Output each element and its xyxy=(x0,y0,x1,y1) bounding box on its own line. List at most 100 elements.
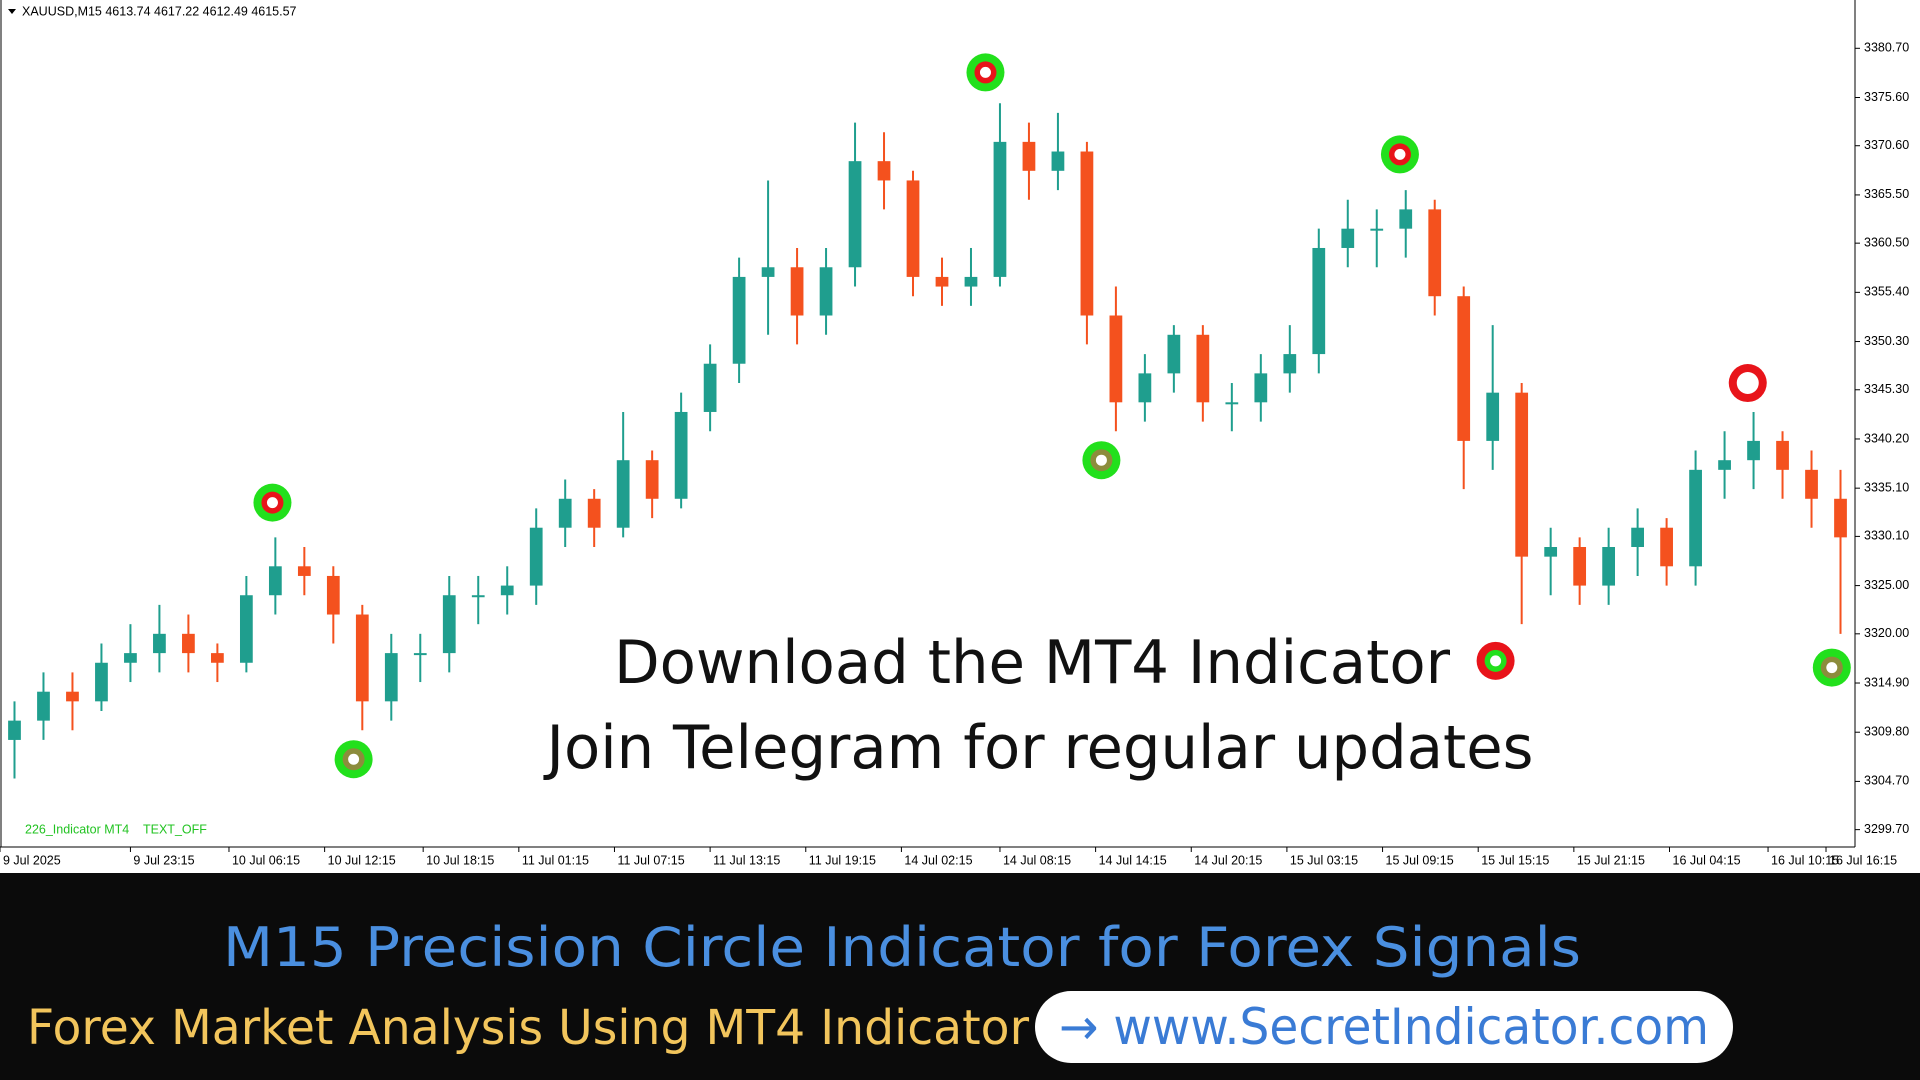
candle-body xyxy=(442,595,456,654)
candle-body xyxy=(1196,334,1210,403)
x-tick-label: 11 Jul 13:15 xyxy=(713,853,780,867)
candle-body xyxy=(703,363,717,412)
signal-center xyxy=(1490,655,1502,667)
candle-body xyxy=(616,460,630,528)
candle-body xyxy=(1660,527,1673,567)
x-tick-label: 15 Jul 09:15 xyxy=(1386,853,1454,867)
candle-body xyxy=(500,585,514,596)
y-tick-label: 3314.90 xyxy=(1864,675,1909,689)
candle-body xyxy=(1428,209,1442,297)
x-tick-label: 16 Jul 04:15 xyxy=(1673,853,1741,867)
y-tick-label: 3355.40 xyxy=(1864,285,1909,299)
candle-body xyxy=(1254,373,1268,403)
menu-triangle xyxy=(8,9,16,14)
banner-title: M15 Precision Circle Indicator for Forex… xyxy=(223,916,1581,979)
candle-body xyxy=(124,653,137,663)
candle-body xyxy=(1109,315,1123,403)
link-text[interactable]: → www.SecretIndicator.com xyxy=(1059,998,1709,1056)
candle-body xyxy=(529,527,543,586)
x-tick-label: 9 Jul 2025 xyxy=(3,853,61,867)
candle-body xyxy=(1167,334,1181,374)
indicator-label: 226_Indicator MT4 xyxy=(25,822,129,836)
candle-body xyxy=(268,566,282,596)
candle-body xyxy=(1718,460,1731,470)
y-tick-label: 3370.60 xyxy=(1864,138,1909,152)
y-tick-label: 3325.00 xyxy=(1864,578,1909,592)
candle-body xyxy=(413,653,427,656)
x-tick-label: 16 Jul 10:15 xyxy=(1771,853,1839,867)
candle-body xyxy=(1486,392,1500,441)
x-tick-label: 10 Jul 12:15 xyxy=(328,853,396,867)
signal-center xyxy=(979,66,991,78)
candle-body xyxy=(1689,469,1702,567)
y-tick-label: 3380.70 xyxy=(1864,41,1909,55)
x-tick-label: 15 Jul 21:15 xyxy=(1577,853,1645,867)
candle-body xyxy=(326,575,340,615)
candle-body xyxy=(182,633,195,654)
candle-body xyxy=(1312,247,1326,355)
signal-center xyxy=(1742,377,1754,389)
candle-body xyxy=(848,161,862,268)
candle-body xyxy=(355,614,369,702)
candle-body xyxy=(935,276,949,287)
y-tick-label: 3345.30 xyxy=(1864,382,1909,396)
x-tick-label: 14 Jul 02:15 xyxy=(904,853,972,867)
candle-body xyxy=(1805,469,1818,499)
chart-background xyxy=(0,0,1920,873)
x-tick-label: 10 Jul 06:15 xyxy=(232,853,300,867)
candle-body xyxy=(1457,296,1471,441)
candle-body xyxy=(471,595,485,598)
candle-body xyxy=(211,653,224,663)
y-tick-label: 3360.50 xyxy=(1864,235,1909,249)
y-tick-label: 3304.70 xyxy=(1864,774,1909,788)
candle-body xyxy=(587,498,601,528)
signal-center xyxy=(1826,662,1838,674)
y-tick-label: 3299.70 xyxy=(1864,822,1909,836)
y-tick-label: 3320.00 xyxy=(1864,626,1909,640)
x-tick-label: 15 Jul 15:15 xyxy=(1481,853,1549,867)
x-tick-label: 14 Jul 08:15 xyxy=(1003,853,1071,867)
x-tick-label: 15 Jul 03:15 xyxy=(1290,853,1358,867)
chart-header: XAUUSD,M15 4613.74 4617.22 4612.49 4615.… xyxy=(22,4,297,18)
signal-center xyxy=(1394,148,1406,160)
candle-body xyxy=(153,633,166,654)
candle-body xyxy=(761,267,775,277)
signal-center xyxy=(348,753,360,765)
annotation: Download the MT4 Indicator xyxy=(614,628,1450,698)
candle-body xyxy=(1341,228,1355,248)
y-tick-label: 3330.10 xyxy=(1864,529,1909,543)
candle-body xyxy=(877,161,891,181)
candle-body xyxy=(1022,141,1036,171)
candle-body xyxy=(993,141,1007,277)
candle-body xyxy=(906,180,920,277)
candle-body xyxy=(1747,440,1760,461)
annotation: Join Telegram for regular updates xyxy=(543,713,1534,783)
candle-body xyxy=(674,411,688,499)
signal-center xyxy=(1095,454,1107,466)
candle-body xyxy=(1776,440,1789,470)
x-tick-label: 14 Jul 14:15 xyxy=(1099,853,1167,867)
x-tick-label: 10 Jul 18:15 xyxy=(426,853,494,867)
candle-body xyxy=(819,267,833,316)
candle-body xyxy=(8,720,21,740)
candle-body xyxy=(1631,527,1644,548)
candle-body xyxy=(1080,151,1094,316)
x-tick-label: 11 Jul 01:15 xyxy=(522,853,589,867)
candle-body xyxy=(239,595,253,663)
candle-body xyxy=(790,267,804,316)
candle-body xyxy=(645,460,659,499)
plot xyxy=(8,53,1851,779)
candle-body xyxy=(1573,547,1587,586)
link-pill[interactable] xyxy=(1035,991,1733,1063)
y-tick-label: 3375.60 xyxy=(1864,90,1909,104)
candle-body xyxy=(558,498,572,528)
candle-body xyxy=(297,566,311,576)
x-tick-label: 9 Jul 23:15 xyxy=(133,853,194,867)
x-tick-label: 14 Jul 20:15 xyxy=(1194,853,1262,867)
candle-body xyxy=(66,691,79,702)
y-tick-label: 3340.20 xyxy=(1864,431,1909,445)
candle-body xyxy=(1225,402,1239,405)
x-tick-label: 11 Jul 07:15 xyxy=(617,853,684,867)
